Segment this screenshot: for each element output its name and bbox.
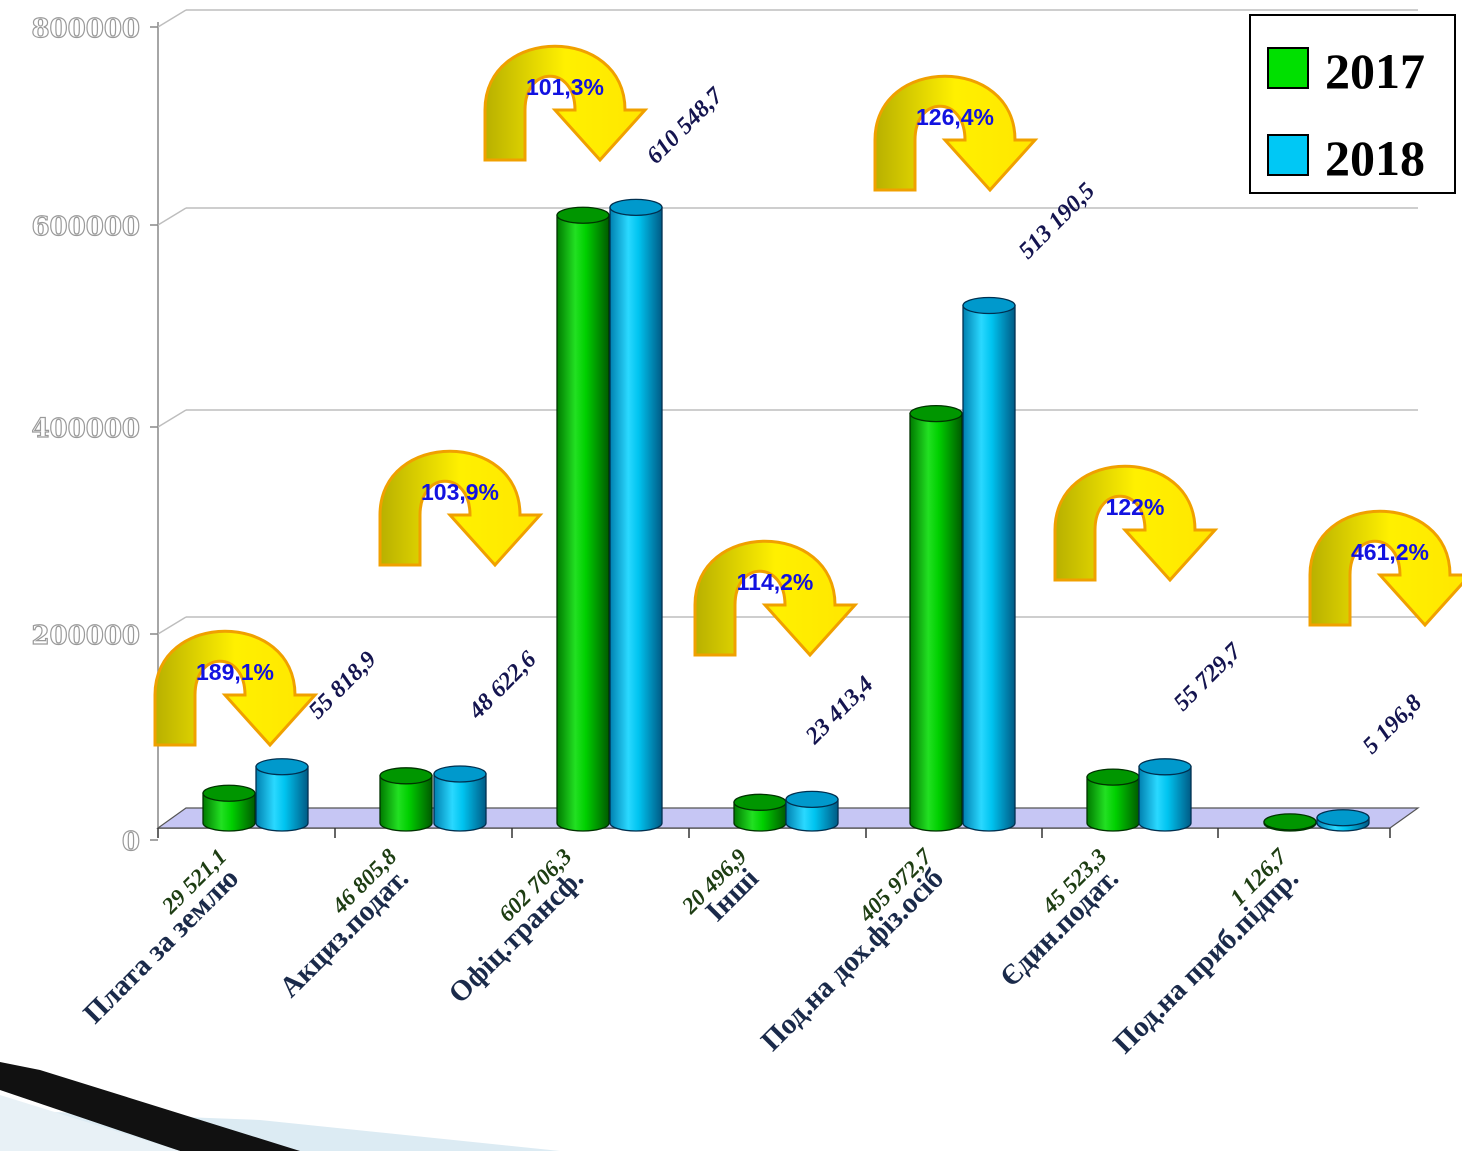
- legend-swatch-2017: [1267, 47, 1309, 89]
- growth-percent-label: 114,2%: [737, 569, 814, 595]
- bar-2018-top: [433, 765, 487, 783]
- legend-label-2018: 2018: [1325, 130, 1425, 186]
- bar-2018-body: [1138, 766, 1192, 832]
- growth-arrow: [1053, 464, 1219, 583]
- bar-2017-top: [1263, 813, 1317, 831]
- bar-2017: [202, 784, 256, 832]
- growth-arrow: [378, 449, 544, 568]
- bar-2018: [785, 790, 839, 832]
- value-label-2018: 48 622,6: [463, 646, 541, 724]
- growth-percent-label: 103,9%: [421, 479, 499, 505]
- bar-2017: [1263, 813, 1317, 832]
- category-label: Офіц.трансф.: [443, 862, 590, 1009]
- bars: [202, 198, 1370, 832]
- bar-2017: [556, 206, 610, 832]
- bar-2018: [962, 296, 1016, 832]
- gridlines: [157, 9, 1418, 635]
- bar-2018-top: [1316, 809, 1370, 827]
- bar-2017: [909, 404, 963, 832]
- gridline-diag: [157, 9, 187, 28]
- gridline-diag: [157, 409, 187, 428]
- value-label-2018: 55 729,7: [1169, 638, 1247, 716]
- bar-2018: [1316, 809, 1370, 832]
- bar-2017-top: [379, 767, 433, 785]
- bar-2018-body: [433, 773, 487, 832]
- bar-2017-body: [556, 214, 610, 832]
- growth-percent-label: 122%: [1106, 494, 1165, 520]
- bar-2017-body: [1086, 776, 1140, 832]
- bar-2017: [379, 767, 433, 832]
- growth-arrow: [1308, 509, 1462, 628]
- value-label-2018: 23 413,4: [800, 671, 878, 749]
- bar-2017-top: [1086, 768, 1140, 786]
- bar-2017-top: [202, 784, 256, 802]
- growth-arrow: [483, 44, 649, 163]
- growth-percent-label: 189,1%: [196, 659, 274, 685]
- legend-swatch-2018: [1267, 134, 1309, 176]
- bar-2017-body: [379, 775, 433, 832]
- growth-arrow: [153, 629, 319, 748]
- y-tick-label: 0: [122, 827, 140, 857]
- bar-2018-top: [609, 198, 663, 217]
- bar-2018-top: [962, 296, 1016, 315]
- bar-2018: [1138, 758, 1192, 832]
- bar-2018: [433, 765, 487, 832]
- bar-2018-body: [609, 206, 663, 832]
- bar-2018: [609, 198, 663, 832]
- category-label: Плата за землю: [77, 862, 245, 1030]
- bar-2017: [733, 793, 787, 832]
- legend: 2017 2018: [1249, 14, 1456, 194]
- bar-2018-top: [785, 790, 839, 809]
- growth-percent-label: 126,4%: [916, 104, 994, 130]
- y-tick-label: 400000: [31, 414, 140, 444]
- y-tick-label: 800000: [31, 14, 140, 44]
- growth-percent-label: 101,3%: [526, 74, 604, 100]
- bar-2017-body: [909, 412, 963, 832]
- bar-2017-top: [556, 206, 610, 224]
- growth-percent-label: 461,2%: [1351, 539, 1429, 565]
- value-label-2018: 5 196,8: [1358, 690, 1427, 759]
- x-axis-ticks: [157, 828, 1391, 838]
- gridline-diag: [157, 207, 187, 226]
- y-tick-label: 600000: [31, 212, 140, 242]
- category-label: Под.на дох.фіз.осіб: [755, 862, 950, 1057]
- bar-2017-top: [733, 793, 787, 811]
- growth-arrows: [153, 44, 1462, 748]
- value-label-2018: 513 190,5: [1014, 178, 1100, 264]
- y-tick-label: 200000: [31, 621, 140, 651]
- growth-arrow: [873, 74, 1039, 193]
- growth-arrow: [693, 539, 859, 658]
- bar-2018-top: [1138, 758, 1192, 776]
- legend-label-2017: 2017: [1325, 43, 1425, 99]
- y-axis-ticks: 0 200000 400000 600000 800000: [31, 13, 158, 858]
- bar-2017-top: [909, 404, 963, 423]
- bar-2017: [1086, 768, 1140, 832]
- value-label-2018: 610 548,7: [642, 82, 729, 169]
- gridline-diag: [157, 616, 187, 635]
- bar-2018: [255, 758, 309, 832]
- axes-frame: [157, 22, 1390, 829]
- category-label: Под.на приб.підпр.: [1107, 862, 1305, 1060]
- bar-2018-body: [255, 766, 309, 832]
- bar-2018-top: [255, 758, 309, 776]
- value-label-2018: 55 818,9: [304, 646, 382, 724]
- bar-2017-body: [202, 792, 256, 832]
- corner-ribbon-decoration: [0, 1062, 560, 1151]
- bar-2018-body: [785, 798, 839, 832]
- bar-2018-body: [962, 304, 1016, 832]
